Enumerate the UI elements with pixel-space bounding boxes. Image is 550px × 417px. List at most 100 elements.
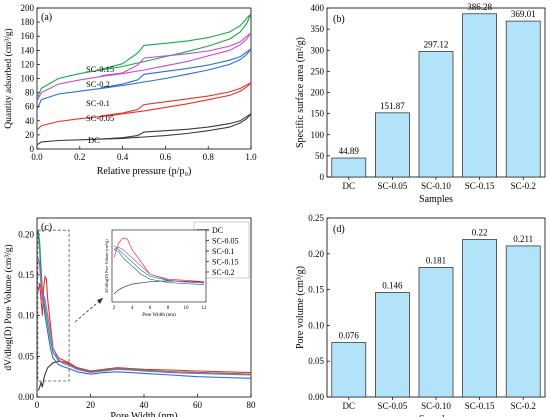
category-label: DC	[343, 401, 356, 411]
panel-d-ytick-label: 0.10	[308, 320, 324, 330]
bar-sc-0.10	[418, 267, 454, 398]
isotherm-annotation: DC	[88, 135, 100, 145]
category-label: SC-0.10	[421, 401, 451, 411]
isotherm-desorption-sc-0.05	[101, 82, 252, 117]
panel-d: 0.00 0.05 0.10 0.15 0.20 0.25 (d) Samples Pore v…	[295, 213, 546, 417]
bar-value-label: 0.076	[339, 331, 360, 341]
zoom-arrow-head	[97, 298, 103, 304]
panel-b: 0 50 100 150 200 250 300 350 400 (b) Samples Specif…	[295, 2, 546, 205]
panel-c: 0.00 0.05 0.10 0.15 0.20 0 20 40 60 80 (c) Pore Wid…	[3, 217, 257, 417]
bar-dc	[331, 342, 367, 398]
panel-d-ytick-label: 0.15	[308, 285, 324, 295]
legend-label: SC-0.1	[212, 247, 234, 256]
panel-d-xlabel: Samples	[419, 414, 453, 417]
panel-d-label: (d)	[333, 224, 345, 235]
bar-sc-0.2	[505, 20, 541, 178]
isotherm-adsorption-dc	[36, 113, 252, 146]
category-label: SC-0.05	[378, 401, 408, 411]
category-label: SC-0.2	[511, 181, 536, 191]
panel-c-ytick-label: 0.00	[18, 392, 34, 402]
category-label: SC-0.05	[378, 181, 408, 191]
panel-c-xtick-label: 80	[247, 400, 257, 410]
panel-b-ytick-label: 350	[311, 24, 325, 34]
isotherm-desorption-sc-0.15	[101, 13, 252, 70]
isotherm-annotation: SC-0.15	[86, 64, 114, 74]
panel-c-xtick-label: 40	[140, 400, 150, 410]
panel-c-ylabel: dV/dlog(D) Pore Volume (cm³/g)	[3, 244, 14, 370]
panel-a-xtick-label: 0.6	[160, 152, 172, 162]
isotherm-annotation: SC-0.05	[86, 113, 114, 123]
panel-a-xlabel: Relative pressure (p/p₀)	[97, 166, 192, 177]
category-label: SC-0.15	[465, 181, 495, 191]
legend-label: DC	[212, 226, 223, 235]
bar-sc-0.15	[462, 239, 497, 398]
category-label: SC-0.10	[421, 181, 451, 191]
inset-xlabel: Pore Width (nm)	[142, 313, 176, 318]
panel-a-ytick-label: 20	[25, 130, 35, 140]
isotherm-annotation: SC-0.1	[86, 98, 110, 108]
zoom-region-box	[37, 229, 70, 382]
isotherm-desorption-sc-0.2	[101, 32, 252, 77]
category-label: SC-0.2	[511, 401, 536, 411]
panel-b-ytick-label: 300	[311, 45, 325, 55]
psd-line-sc-0.2	[37, 258, 252, 376]
panel-a-ytick-label: 60	[25, 102, 35, 112]
bar-value-label: 0.211	[513, 234, 533, 244]
panel-b-ylabel: Specific surface area (m²/g)	[295, 37, 306, 148]
bar-value-label: 0.22	[472, 227, 488, 237]
inset-xtick-label: 12	[202, 306, 208, 311]
inset-line-dc	[113, 280, 205, 295]
panel-b-label: (b)	[333, 14, 345, 25]
isotherm-desorption-sc-0.1	[101, 48, 252, 89]
panel-a-ytick-label: 100	[21, 74, 35, 84]
isotherm-adsorption-sc-0.1	[36, 48, 252, 110]
panel-c-label: (c)	[41, 222, 52, 233]
legend-label: SC-0.15	[212, 258, 238, 267]
isotherm-desorption-dc	[101, 113, 252, 140]
category-label: SC-0.15	[465, 401, 495, 411]
isotherm-annotation: SC-0.2	[86, 79, 110, 89]
bar-sc-0.15	[462, 13, 497, 178]
panel-d-ytick-label: 0.20	[308, 249, 324, 259]
panel-c-ytick-label: 0.20	[18, 229, 34, 239]
inset-line-sc-0.1	[113, 249, 205, 285]
inset-xtick-label: 8	[167, 306, 170, 311]
bar-value-label: 151.87	[380, 101, 405, 111]
panel-b-ytick-label: 100	[311, 130, 325, 140]
category-label: DC	[343, 181, 356, 191]
panel-a-label: (a)	[41, 12, 52, 23]
isotherm-adsorption-sc-0.15	[36, 13, 252, 99]
bar-value-label: 297.12	[424, 39, 449, 49]
panel-c-ytick-label: 0.05	[18, 351, 34, 361]
inset-ylabel: dV/dlog(D) Pore Volume (cm³/g)	[104, 239, 109, 293]
bar-value-label: 0.181	[426, 255, 446, 265]
panel-b-ytick-label: 250	[311, 66, 325, 76]
panel-a-ytick-label: 0	[30, 144, 35, 154]
panel-a-ytick-label: 140	[21, 45, 35, 55]
plot-frame	[36, 7, 252, 150]
panel-d-ytick-label: 0.00	[308, 392, 324, 402]
bar-dc	[331, 157, 367, 178]
bar-sc-0.05	[375, 292, 410, 398]
panel-a-ytick-label: 80	[25, 88, 35, 98]
bar-value-label: 369.01	[511, 9, 536, 19]
inset-frame	[111, 229, 207, 303]
isotherm-adsorption-sc-0.05	[36, 82, 252, 131]
panel-b-ytick-label: 400	[311, 3, 325, 13]
panel-c-ytick-label: 0.15	[18, 270, 34, 280]
panel-a-ytick-label: 40	[25, 116, 35, 126]
panel-a-xtick-label: 0.0	[31, 152, 43, 162]
panel-c-xtick-label: 60	[193, 400, 203, 410]
psd-line-sc-0.1	[37, 234, 252, 379]
panel-c-xlabel: Pore Width (nm)	[110, 411, 177, 417]
panel-b-ytick-label: 150	[311, 109, 325, 119]
inset-line-sc-0.2	[113, 247, 205, 284]
panel-c-xtick-label: 0	[35, 400, 40, 410]
panel-d-ytick-label: 0.25	[308, 213, 324, 223]
panel-a-xtick-label: 0.2	[74, 152, 85, 162]
zoom-arrow	[74, 297, 104, 323]
bar-value-label: 44.89	[339, 146, 360, 156]
bar-sc-0.10	[418, 51, 454, 178]
isotherm-adsorption-sc-0.2	[36, 32, 252, 102]
